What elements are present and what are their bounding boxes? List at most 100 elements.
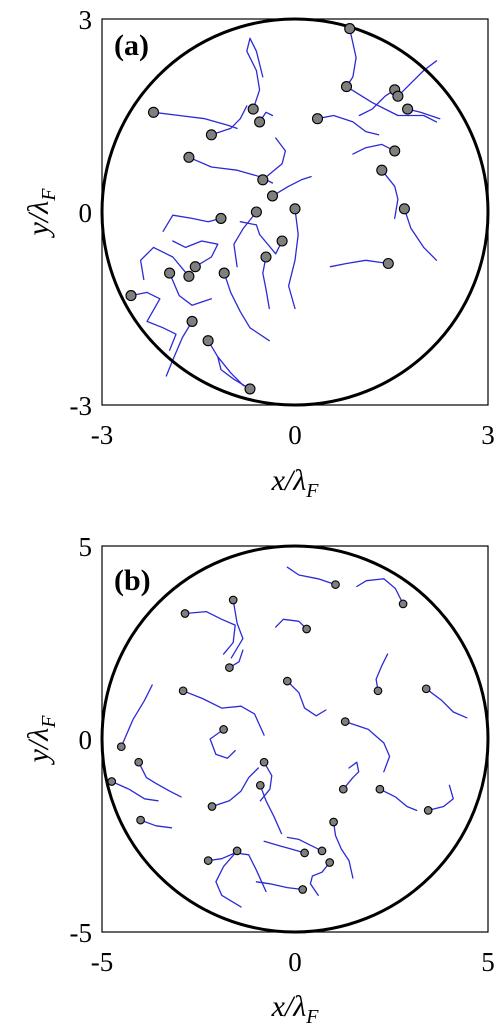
- panel-b-point-22: [329, 817, 338, 827]
- panel-b-x-axis-label: x/λF: [271, 990, 320, 1028]
- panel-a-point-24: [218, 267, 230, 279]
- panel-a-point-3: [392, 90, 404, 102]
- panel-a-trajectory-16: [233, 211, 258, 268]
- panel-a-xtick-1: 0: [288, 420, 302, 450]
- panel-b-point-12: [219, 725, 228, 734]
- panel-a-point-11: [389, 145, 401, 157]
- panel-b-trajectory-0: [286, 566, 337, 586]
- panel-b-point-26: [317, 846, 327, 856]
- panel-a-trajectory-19: [239, 221, 283, 255]
- panel-a-xtick-2: 3: [481, 420, 495, 450]
- panel-a-trajectory-3: [397, 60, 438, 97]
- panel-a-point-8: [311, 113, 324, 125]
- panel-b-point-7: [373, 686, 383, 696]
- panel-b-point-27: [325, 858, 335, 867]
- panel-b-trajectory-15: [111, 780, 159, 802]
- panel-b-points: [107, 580, 433, 894]
- panel-b-trajectory-9: [182, 690, 265, 736]
- panel-a-trajectory-20: [262, 256, 270, 310]
- panel-b-trajectory-16: [259, 784, 283, 835]
- panel-a-y-axis-label: y/λF: [22, 188, 60, 239]
- panel-b-point-11: [116, 742, 126, 752]
- panel-b-trajectory-4: [275, 618, 308, 630]
- panel-a-trajectory-1: [345, 85, 438, 123]
- panel-b-point-10: [340, 717, 350, 726]
- panel-a-point-9: [205, 129, 217, 141]
- panel-b-point-20: [207, 802, 217, 811]
- panel-a-point-10: [183, 151, 195, 163]
- panel-b-ytick-0: -5: [70, 918, 93, 948]
- panel-b-trajectory-1: [356, 578, 404, 605]
- panel-a-point-23: [164, 267, 176, 279]
- panel-a: (a) -3 0 3 3 0 -3 x/λF y/λF: [22, 5, 495, 502]
- panel-a-points: [125, 23, 414, 395]
- panel-b: (b) -5 0 5 5 0 -5 x/λF y/λF: [22, 532, 495, 1028]
- panel-b-point-13: [134, 757, 144, 767]
- panel-a-trajectory-14: [271, 175, 312, 197]
- panel-b-trajectory-27: [309, 861, 331, 896]
- panel-b-point-4: [302, 624, 311, 634]
- panel-a-point-12: [376, 164, 388, 176]
- panel-b-trajectory-22: [332, 821, 354, 879]
- panel-a-point-5: [147, 106, 160, 118]
- panel-b-point-16: [255, 780, 265, 790]
- panel-a-trajectory-11: [352, 143, 396, 155]
- panel-a-point-20: [260, 251, 272, 263]
- panel-b-point-28: [298, 885, 308, 894]
- panel-b-y-axis-label: y/λF: [22, 715, 60, 766]
- panel-a-trajectory-25: [329, 259, 389, 268]
- panel-a-boundary-circle: [100, 17, 490, 407]
- panel-a-point-29: [244, 383, 256, 395]
- panel-a-trajectory-0: [345, 27, 357, 88]
- panel-b-point-3: [228, 595, 238, 605]
- panel-a-trajectory-24: [223, 272, 270, 342]
- panel-b-xtick-0: -5: [91, 947, 114, 977]
- panel-a-point-4: [402, 103, 414, 115]
- panel-a-point-0: [344, 23, 356, 35]
- panel-b-point-17: [338, 784, 348, 794]
- panel-b-point-6: [282, 676, 292, 686]
- panel-a-trajectory-21: [172, 240, 219, 268]
- panel-a-point-1: [340, 81, 353, 93]
- panel-a-point-15: [398, 203, 410, 215]
- panel-a-point-14: [266, 190, 279, 202]
- panel-b-y-tick-labels: 5 0 -5: [70, 532, 93, 948]
- panel-a-trajectory-28: [207, 340, 245, 387]
- panel-a-point-25: [382, 257, 394, 270]
- panel-a-point-26: [125, 290, 137, 302]
- panel-b-point-0: [331, 580, 340, 589]
- panel-b-trajectory-19: [427, 784, 454, 812]
- panel-b-trajectory-24: [215, 850, 242, 908]
- panel-a-x-axis-label: x/λF: [271, 464, 320, 502]
- panel-b-point-14: [259, 757, 269, 767]
- panel-b-point-1: [398, 599, 408, 609]
- panel-b-ytick-1: 0: [79, 725, 93, 755]
- panel-a-point-21: [189, 261, 201, 273]
- panel-b-xtick-1: 0: [288, 947, 302, 977]
- panel-b-point-25: [300, 848, 309, 858]
- panel-b-trajectory-26: [286, 836, 323, 852]
- panel-a-ytick-1: 0: [79, 198, 93, 228]
- panel-b-frame: [101, 545, 489, 933]
- panel-a-trajectory-8: [316, 114, 380, 136]
- panel-a-trajectory-6: [246, 37, 264, 110]
- panel-b-point-8: [421, 684, 431, 694]
- panel-a-ytick-0: -3: [70, 391, 93, 421]
- panel-a-xtick-0: -3: [91, 420, 114, 450]
- panel-a-point-6: [247, 103, 259, 115]
- panel-a-trajectory-12: [381, 169, 399, 220]
- panel-b-point-5: [225, 663, 234, 672]
- panel-a-point-22: [183, 270, 195, 282]
- panel-a-point-27: [186, 315, 198, 327]
- panel-b-xtick-2: 5: [481, 947, 495, 977]
- panel-a-trajectory-27: [165, 320, 193, 377]
- panel-b-point-19: [423, 806, 433, 815]
- panel-b-label: (b): [114, 564, 151, 597]
- panel-a-trajectory-9: [210, 105, 248, 136]
- panel-a-point-17: [289, 203, 301, 215]
- panel-b-trajectory-12: [209, 728, 236, 759]
- panel-b-ytick-2: 5: [79, 532, 93, 562]
- panel-b-point-15: [107, 777, 117, 786]
- panel-b-trajectory-14: [259, 761, 273, 802]
- panel-a-trajectory-18: [162, 214, 222, 232]
